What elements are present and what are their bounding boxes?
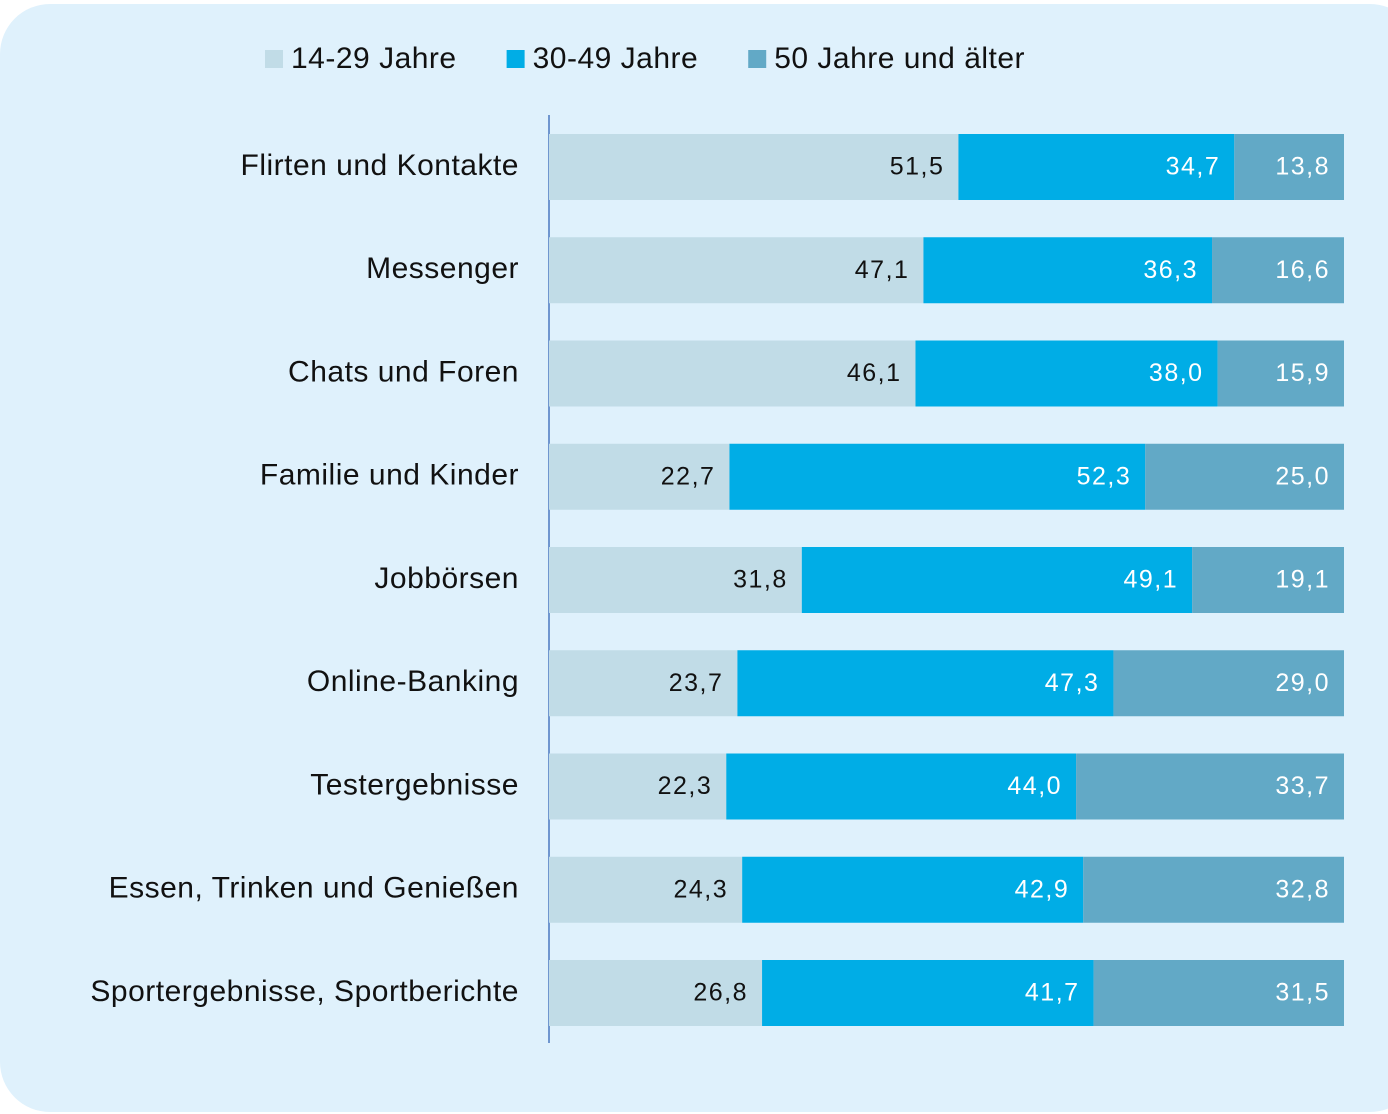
category-label: Jobbörsen <box>374 562 519 595</box>
bar-segment <box>549 547 802 613</box>
bar-segment <box>549 960 763 1026</box>
bar-segment <box>737 650 1114 717</box>
category-label: Messenger <box>366 252 519 285</box>
value-label: 38,0 <box>1149 359 1204 387</box>
legend-label: 30-49 Jahre <box>533 42 699 75</box>
value-label: 41,7 <box>1025 979 1080 1007</box>
bar-segment <box>1076 753 1344 820</box>
bar-segment <box>1145 443 1344 510</box>
value-label: 34,7 <box>1166 153 1221 181</box>
value-label: 46,1 <box>847 359 902 387</box>
value-label: 49,1 <box>1123 566 1178 594</box>
legend-label: 50 Jahre und älter <box>774 42 1025 75</box>
category-label: Flirten und Kontakte <box>241 149 520 182</box>
bar-segment <box>958 134 1235 200</box>
bar-segment <box>923 237 1213 304</box>
value-label: 29,0 <box>1275 669 1330 697</box>
value-label: 31,8 <box>733 566 788 594</box>
bar-segment <box>1192 547 1344 613</box>
value-label: 23,7 <box>669 669 724 697</box>
value-label: 36,3 <box>1143 256 1198 284</box>
category-label: Online-Banking <box>307 665 519 698</box>
value-label: 51,5 <box>890 153 945 181</box>
bar-segment <box>1093 960 1344 1026</box>
value-label: 25,0 <box>1275 462 1330 490</box>
bar-segment <box>801 547 1193 613</box>
bar-segment <box>1217 340 1344 407</box>
bar-segment <box>549 237 924 304</box>
value-label: 24,3 <box>674 875 729 903</box>
value-label: 22,7 <box>661 462 716 490</box>
value-label: 44,0 <box>1007 772 1062 800</box>
bar-segment <box>729 443 1146 510</box>
value-label: 42,9 <box>1015 875 1070 903</box>
value-label: 33,7 <box>1275 772 1330 800</box>
bar-segment <box>549 753 727 820</box>
category-label: Sportergebnisse, Sportberichte <box>90 975 519 1008</box>
legend-swatch <box>506 50 525 68</box>
value-label: 52,3 <box>1077 462 1132 490</box>
value-label: 22,3 <box>658 772 713 800</box>
bar-segment <box>762 960 1094 1026</box>
value-label: 19,1 <box>1275 566 1330 594</box>
legend-swatch <box>748 50 767 68</box>
bar-segment <box>1083 856 1344 923</box>
bar-segment <box>1212 237 1344 304</box>
bar-segment <box>549 134 959 200</box>
value-label: 13,8 <box>1275 153 1330 181</box>
bar-segment <box>549 443 730 510</box>
value-label: 47,1 <box>855 256 910 284</box>
value-label: 31,5 <box>1275 979 1330 1007</box>
bar-segment <box>549 856 743 923</box>
category-label: Testergebnisse <box>310 768 519 801</box>
bar-segment <box>915 340 1218 407</box>
value-label: 32,8 <box>1275 875 1330 903</box>
category-label: Essen, Trinken und Genießen <box>109 872 519 905</box>
value-label: 16,6 <box>1275 256 1330 284</box>
value-label: 15,9 <box>1275 359 1330 387</box>
value-label: 47,3 <box>1045 669 1100 697</box>
bar-segment <box>549 340 916 407</box>
bar-segment <box>726 753 1077 820</box>
bar-segment <box>549 650 738 717</box>
category-label: Familie und Kinder <box>260 459 519 492</box>
bar-segment <box>1234 134 1344 200</box>
value-label: 26,8 <box>693 979 748 1007</box>
legend-label: 14-29 Jahre <box>291 42 457 75</box>
category-label: Chats und Foren <box>288 355 519 388</box>
bar-segment <box>742 856 1084 923</box>
legend-swatch <box>265 50 283 68</box>
bar-segment <box>1113 650 1344 717</box>
